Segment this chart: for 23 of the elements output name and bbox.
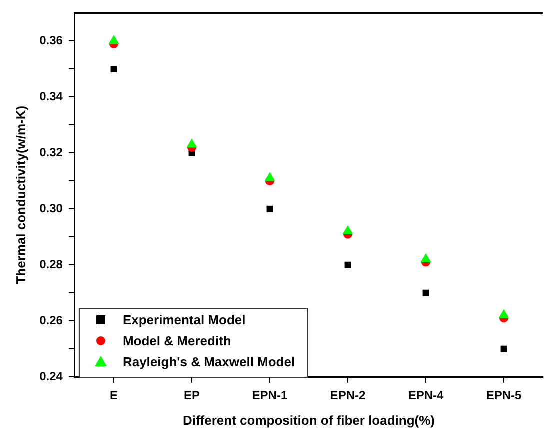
point: [266, 206, 274, 212]
x-tick-label: E: [110, 388, 118, 403]
y-tick-label: 0.36: [40, 33, 64, 48]
legend-label: Rayleigh's & Maxwell Model: [122, 354, 296, 370]
point: [108, 35, 120, 44]
y-tick-label: 0.34: [40, 89, 64, 104]
point: [110, 66, 118, 72]
x-tick-label: EP: [184, 388, 200, 403]
y-tick-label: 0.30: [40, 201, 64, 216]
y-axis-title: Thermal conductivity(w/m-K): [13, 106, 28, 284]
y-tick-label: 0.26: [40, 313, 64, 328]
x-tick-label: EPN-4: [408, 388, 444, 403]
point: [264, 172, 276, 182]
legend-label: Experimental Model: [122, 312, 246, 328]
y-tick-label: 0.32: [40, 145, 64, 160]
x-tick-label: EPN-1: [252, 388, 288, 403]
x-axis-title: Different composition of fiber loading(%): [182, 412, 435, 428]
y-tick-label: 0.28: [40, 257, 64, 272]
x-tick-label: EPN-2: [330, 388, 366, 403]
x-tick-label: EPN-5: [486, 388, 522, 403]
y-tick-label: 0.24: [40, 369, 64, 384]
legend-label: Model & Meredith: [122, 334, 232, 349]
point: [186, 138, 198, 148]
